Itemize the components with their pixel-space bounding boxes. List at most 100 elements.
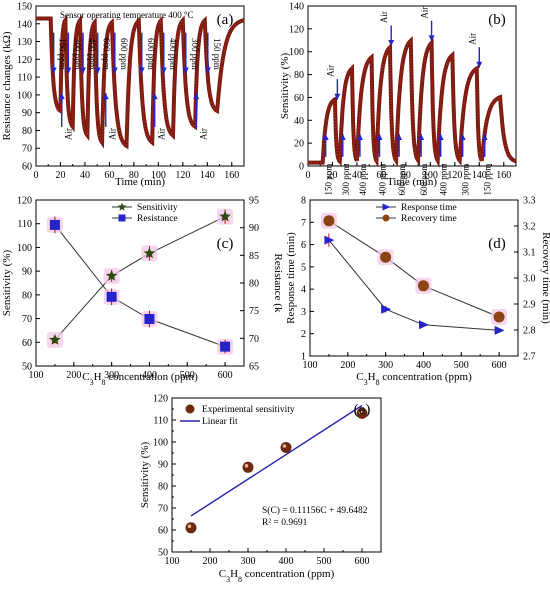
panel-d-point [494, 325, 505, 335]
panel-a-conc-label: 600 ppm [119, 38, 129, 70]
panel-b-gas-arrow-head [396, 134, 403, 140]
y2-tick-label: 3.3 [523, 196, 536, 207]
x-tick-label: 600 [218, 370, 233, 381]
x-tick-label: 400 [142, 370, 157, 381]
panel-c-point-sensitivity [219, 210, 231, 222]
panel-e-equation: S(C) = 0.11156C + 49.6482 [262, 505, 368, 516]
label-part: concentration (ppm) [242, 568, 335, 580]
x-tick-label: 200 [203, 556, 218, 567]
panel-d: 100 200 300 400 500 600 1 2 3 4 5 6 7 8 2.7 2.8 2.9 3.0 3.… [285, 196, 550, 387]
panel-b-conc-label: 400 ppm [358, 164, 368, 196]
panel-b-air-label: Air [420, 7, 430, 19]
y-tick-label: 110 [153, 416, 168, 427]
y-tick-label: 40 [294, 116, 304, 127]
panel-b-gas-arrow-head [418, 134, 425, 140]
panel-e-legend-text: Linear fit [202, 416, 238, 427]
y-tick-label: 80 [22, 126, 32, 137]
panel-a-ylabel: Resistance changes (kΩ) [1, 31, 13, 140]
panel-d-line [328, 239, 500, 331]
panel-b-gas-arrow-head [339, 134, 346, 140]
panel-b: 0 20 40 60 80 100 120 140 1600204060801001201401… [279, 2, 517, 196]
panel-e-point-highlight [282, 444, 287, 448]
y2-tick-label: 2.7 [523, 352, 536, 363]
y-tick-label: 90 [158, 460, 168, 471]
label-part: concentration (ppm) [380, 371, 473, 383]
panel-a-xlabel: Time (min) [115, 176, 165, 188]
label-part: 8 [102, 378, 106, 387]
panel-e-label: (e) [354, 402, 371, 418]
y-tick-label: 60 [22, 162, 32, 173]
panel-b-gas-arrow-head [481, 134, 488, 140]
panel-a-curve-markers [36, 17, 245, 147]
panel-a-conc-label: 400 ppm [168, 38, 178, 70]
x-tick-label: 60 [104, 170, 114, 181]
x-tick-label: 80 [129, 170, 139, 181]
panel-b-air-arrow-head [428, 35, 435, 42]
y-tick-label: 3 [301, 307, 306, 318]
panel-b-conc-label: 150 ppm [324, 164, 334, 196]
y2-tick-label: 75 [249, 306, 259, 317]
panel-a-gas-arrow-head [160, 67, 167, 74]
panel-a-conc-label: 600 ppm [146, 38, 156, 70]
y-tick-label: 110 [17, 73, 32, 84]
y-tick-label: 70 [158, 504, 168, 515]
panel-b-air-label: Air [325, 65, 335, 77]
panel-a-air-label: Air [64, 128, 74, 140]
panel-b-conc-label: 400 ppm [439, 164, 449, 196]
y-tick-label: 120 [153, 394, 168, 405]
panel-d-legend-marker [382, 214, 390, 222]
x-tick-label: 20 [327, 170, 337, 181]
y-tick-label: 120 [17, 196, 32, 207]
panel-c-point-resistance [144, 313, 155, 324]
panel-c-point-sensitivity [105, 269, 118, 281]
panel-a-gas-arrow-head [204, 67, 211, 74]
y-tick-label: 120 [289, 24, 304, 35]
x-tick-label: 300 [104, 370, 119, 381]
label-part: C [356, 371, 363, 383]
panel-c-point-resistance [49, 219, 60, 230]
panel-c-line-sensitivity [54, 216, 226, 341]
label-part: H [230, 568, 238, 580]
y-tick-label: 100 [17, 243, 32, 254]
panel-d-point [417, 280, 429, 292]
y-tick-label: 60 [158, 526, 168, 537]
panel-a-gas-arrow-head [50, 67, 57, 74]
x-tick-label: 100 [151, 170, 166, 181]
panel-b-frame [307, 5, 517, 167]
y-tick-label: 8 [301, 196, 306, 207]
x-tick-label: 400 [279, 556, 294, 567]
panel-c-point-resistance [106, 291, 117, 302]
y-tick-label: 5 [301, 262, 306, 273]
label-part: 3 [364, 378, 368, 387]
panel-a-gas-arrow-head [138, 67, 145, 74]
panel-b-curve-markers [308, 39, 517, 164]
label-part: 8 [376, 378, 380, 387]
panel-b-gas-arrow-head [459, 134, 466, 140]
panel-a-conc-label: 400 ppm [87, 38, 97, 70]
panel-d-legend-marker [382, 203, 391, 211]
label-part: C [82, 371, 89, 383]
panel-a-conc-label: 150 ppm [58, 38, 68, 70]
panel-c-legend-marker [118, 214, 126, 222]
x-tick-label: 500 [454, 360, 469, 371]
x-tick-label: 0 [306, 170, 311, 181]
panel-c-line-resistance [54, 224, 226, 348]
panel-b-gas-arrow-head [322, 134, 329, 140]
y-tick-label: 6 [301, 240, 306, 251]
panel-d-ylabel-right: Recovery time (min) [540, 232, 550, 324]
x-tick-label: 140 [472, 170, 487, 181]
panel-d-label: (d) [488, 236, 506, 252]
y2-tick-label: 65 [249, 362, 259, 373]
y-tick-label: 80 [22, 290, 32, 301]
panel-b-conc-label: 300 ppm [341, 164, 351, 196]
panel-d-legend-text: Response time [401, 203, 457, 213]
panel-e-point-highlight [187, 524, 192, 529]
x-tick-label: 140 [200, 170, 215, 181]
panel-c-legend-text: Resistance [137, 214, 178, 224]
panel-a-title: Sensor operating temperature 400 °C [60, 10, 194, 20]
panel-e: 100 200 300 400 500 600 50 60 70 80 90 100 110 120 Exp… [139, 394, 382, 584]
y-tick-label: 70 [22, 144, 32, 155]
panel-c-point-sensitivity [49, 333, 61, 345]
y-tick-label: 2 [301, 329, 306, 340]
y-tick-label: 80 [158, 482, 168, 493]
